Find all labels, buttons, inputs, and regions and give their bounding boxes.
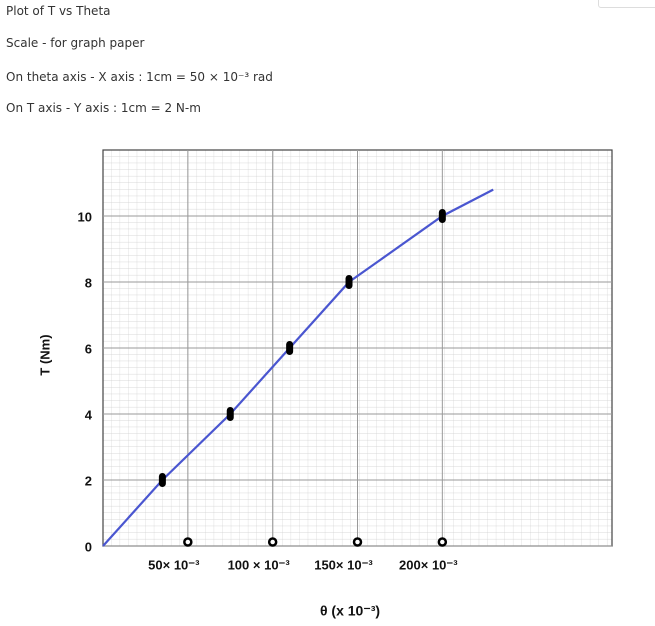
y-tick-label: 10 [78,209,92,224]
x-axis-title: θ (x 10⁻³) [320,603,380,619]
tick-mark [183,537,193,547]
text-line: On theta axis - X axis : 1cm = 50 ⨯ 10⁻³… [6,70,273,84]
tick-mark [267,537,278,547]
y-tick-label: 8 [85,275,92,290]
x-tick-label: 50× 10⁻³ [148,557,200,572]
data-point [226,407,234,421]
tick-mark [437,537,448,547]
x-tick-label: 150× 10⁻³ [314,557,373,572]
y-tick-label: 6 [85,341,92,356]
y-tick-label: 2 [85,473,92,488]
data-point [345,275,353,289]
data-point [438,209,446,223]
y-tick-label: 0 [85,539,92,554]
heading: Plot of T vs Theta [6,4,111,18]
tick-mark [352,537,363,547]
x-tick-label: 100 × 10⁻³ [228,557,291,572]
text-line: On T axis - Y axis : 1cm = 2 N-m [6,101,201,115]
y-axis-title: T (Nm) [37,334,52,375]
data-point [286,341,294,355]
y-tick-label: 4 [85,407,93,422]
text-line: Scale - for graph paper [6,36,145,50]
x-tick-label: 200× 10⁻³ [399,557,458,572]
button[interactable] [598,0,655,8]
data-point [158,473,166,487]
